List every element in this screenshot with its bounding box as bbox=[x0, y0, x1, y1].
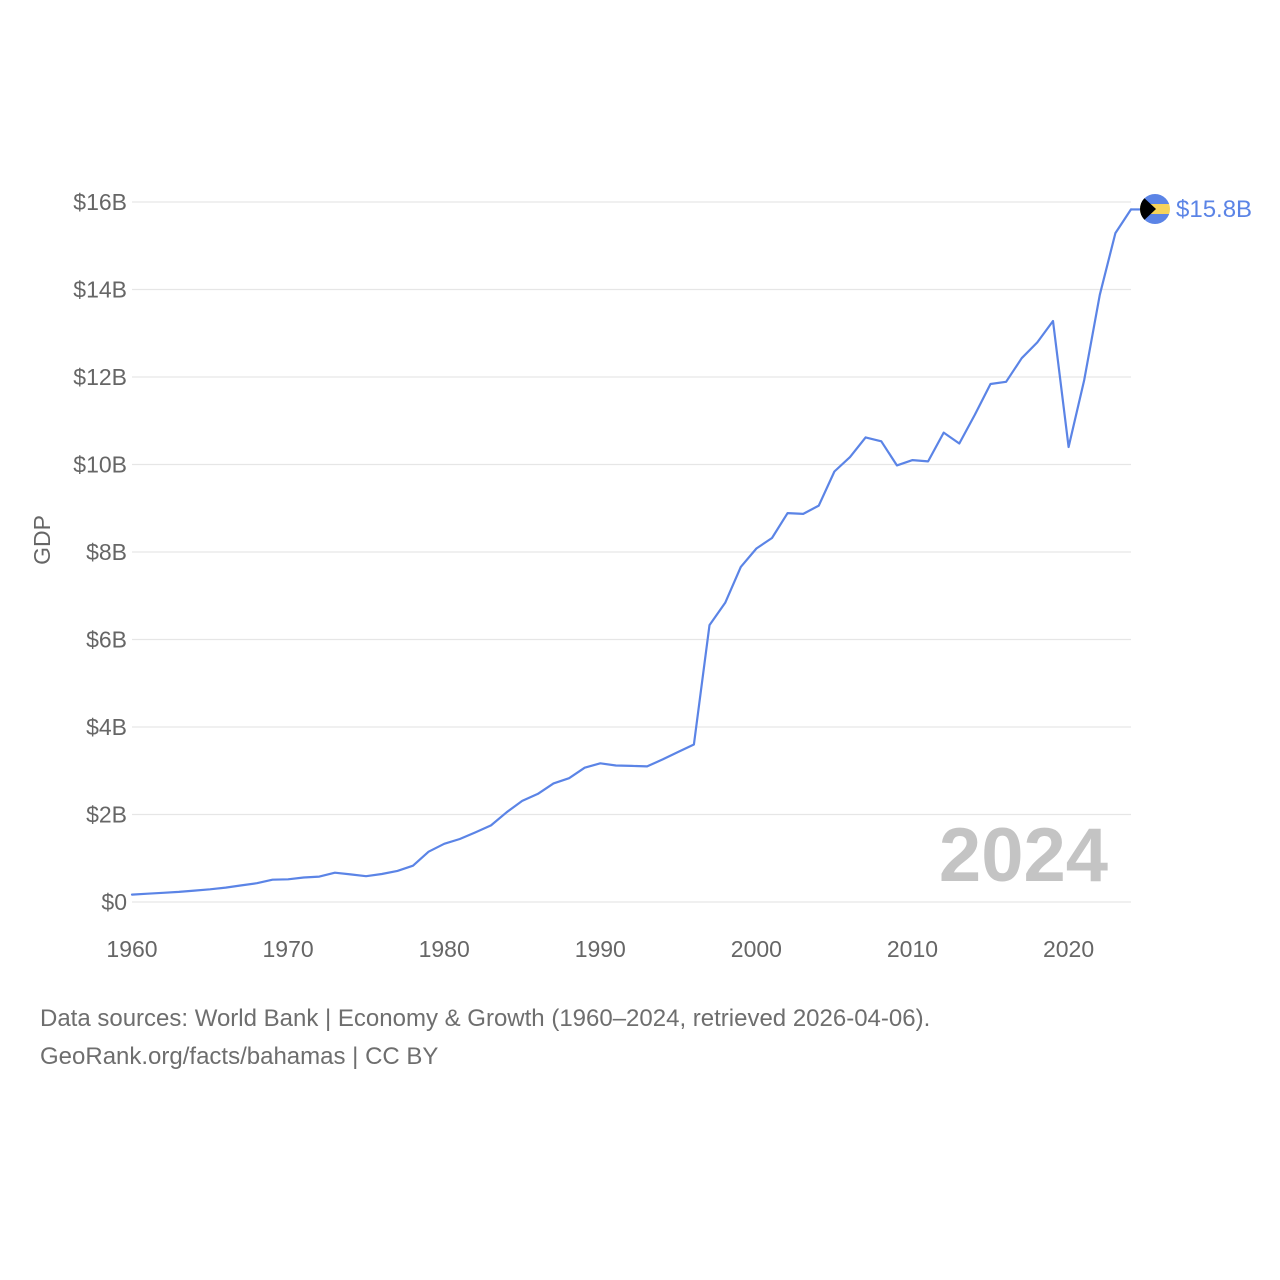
y-tick-label: $4B bbox=[86, 714, 127, 740]
y-tick-label: $8B bbox=[86, 539, 127, 565]
x-tick-label: 2000 bbox=[731, 936, 782, 962]
y-tick-label: $0 bbox=[101, 889, 127, 915]
y-tick-label: $2B bbox=[86, 802, 127, 828]
data-source-note: Data sources: World Bank | Economy & Gro… bbox=[40, 1005, 931, 1032]
x-tick-label: 2010 bbox=[887, 936, 938, 962]
y-tick-label: $12B bbox=[73, 364, 127, 390]
x-tick-label: 1960 bbox=[106, 936, 157, 962]
series-line-bahamas bbox=[130, 208, 1133, 896]
x-tick-label: 1970 bbox=[263, 936, 314, 962]
y-axis-title: GDP bbox=[29, 515, 55, 565]
end-value-label: $15.8B bbox=[1176, 196, 1252, 223]
x-tick-label: 1980 bbox=[419, 936, 470, 962]
y-tick-label: $16B bbox=[73, 189, 127, 215]
end-marker: $15.8B bbox=[1140, 194, 1252, 224]
y-tick-label: $10B bbox=[73, 452, 127, 478]
year-watermark: 2024 bbox=[939, 813, 1108, 898]
y-tick-label: $6B bbox=[86, 627, 127, 653]
y-tick-label: $14B bbox=[73, 277, 127, 303]
bahamas-flag-icon bbox=[1140, 194, 1170, 224]
y-axis-ticks: $0 $2B $4B $6B $8B $10B $12B $14B $16B bbox=[73, 189, 127, 915]
gridlines bbox=[132, 201, 1131, 903]
x-axis-ticks: 1960 1970 1980 1990 2000 2010 2020 bbox=[106, 936, 1094, 962]
x-tick-label: 2020 bbox=[1043, 936, 1094, 962]
attribution-note: GeoRank.org/facts/bahamas | CC BY bbox=[40, 1043, 439, 1070]
x-tick-label: 1990 bbox=[575, 936, 626, 962]
